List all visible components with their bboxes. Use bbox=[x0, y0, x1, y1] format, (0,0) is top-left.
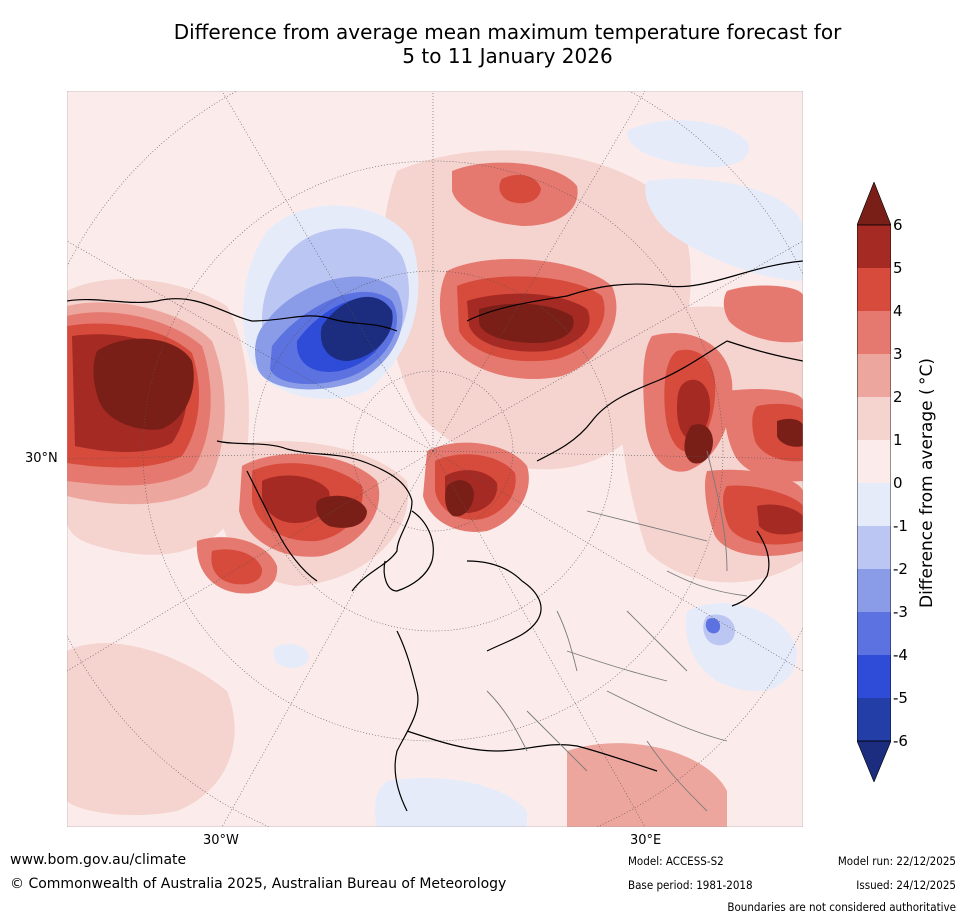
colorbar-segment-1_2 bbox=[857, 397, 891, 440]
warm-china-6 bbox=[757, 504, 803, 535]
footer-model: Model: ACCESS-S2 bbox=[628, 854, 724, 868]
colorbar-segment-m2_m1 bbox=[857, 526, 891, 569]
colorbar-tick-label: 0 bbox=[893, 474, 903, 492]
footer-base-period: Base period: 1981-2018 bbox=[628, 878, 753, 892]
lon-30e-label: 30°E bbox=[630, 833, 662, 848]
coast-asia-east bbox=[726, 340, 803, 362]
colorbar-segment-m6_m5 bbox=[857, 698, 891, 741]
cold-region-east-broad bbox=[645, 178, 803, 281]
warm-canada-6 bbox=[262, 475, 330, 523]
colorbar-tick-label: 5 bbox=[893, 259, 903, 277]
colorbar-segment-5_6 bbox=[857, 225, 891, 268]
colorbar bbox=[856, 181, 892, 783]
colorbar-tick-label: -4 bbox=[893, 646, 908, 664]
footer-website: www.bom.gov.au/climate bbox=[10, 852, 187, 868]
warm-atlantic-sw-core bbox=[211, 549, 263, 585]
title-line-2: 5 to 11 January 2026 bbox=[402, 44, 613, 68]
forecast-map bbox=[67, 91, 803, 827]
colorbar-tick-label: 3 bbox=[893, 345, 903, 363]
colorbar-segment-m4_m3 bbox=[857, 612, 891, 655]
cold-spot-atlantic bbox=[273, 644, 309, 668]
coast-alaska-canada bbox=[67, 298, 398, 332]
colorbar-tick-label: 2 bbox=[893, 388, 903, 406]
cold-core-max bbox=[320, 296, 393, 361]
warm-siberia-max bbox=[684, 424, 713, 464]
coast-europe-west bbox=[394, 630, 419, 812]
colorbar-segment-4_5 bbox=[857, 268, 891, 311]
colorbar-segment-0_1 bbox=[857, 440, 891, 483]
cold-spot-asia-center bbox=[705, 618, 721, 634]
colorbar-segment-3_4 bbox=[857, 311, 891, 354]
colorbar-tick-label: -2 bbox=[893, 560, 908, 578]
warm-canada-max bbox=[316, 495, 367, 528]
cold-region-siberia-small bbox=[627, 120, 749, 168]
footer-issued: Issued: 24/12/2025 bbox=[856, 878, 956, 892]
colorbar-tick-label: -3 bbox=[893, 603, 908, 621]
coast-scandinavia bbox=[466, 560, 542, 652]
coast-canada-north bbox=[216, 440, 413, 592]
footer-model-run: Model run: 22/12/2025 bbox=[837, 854, 956, 868]
colorbar-segment-m5_m4 bbox=[857, 655, 891, 698]
warm-arctic-max bbox=[479, 303, 574, 343]
colorbar-tick-label: 6 bbox=[893, 216, 903, 234]
coast-hudson bbox=[246, 470, 318, 582]
chart-title: Difference from average mean maximum tem… bbox=[40, 20, 965, 68]
warm-east-asia-max bbox=[777, 418, 803, 447]
coast-japan bbox=[731, 530, 770, 607]
warm-region-south bbox=[567, 743, 727, 827]
colorbar-tick-label: -1 bbox=[893, 517, 908, 535]
coast-siberia bbox=[466, 260, 803, 322]
warm-region-southwest bbox=[67, 643, 235, 816]
lat-30n-label: 30°N bbox=[25, 451, 58, 466]
footer-disclaimer: Boundaries are not considered authoritat… bbox=[727, 900, 956, 914]
warm-pacific-max bbox=[93, 338, 194, 430]
coastlines bbox=[67, 260, 803, 812]
colorbar-label: Difference from average ( °C) bbox=[917, 357, 937, 609]
colorbar-segment-m3_m2 bbox=[857, 569, 891, 612]
coast-mediterranean bbox=[406, 730, 658, 772]
colorbar-tick-label: -6 bbox=[893, 732, 908, 750]
anomaly-contours bbox=[67, 120, 803, 827]
colorbar-extend-low bbox=[856, 740, 892, 783]
warm-north-cell-5 bbox=[499, 174, 541, 204]
warm-asia-north-3 bbox=[723, 285, 803, 343]
lon-30w-label: 30°W bbox=[203, 833, 239, 848]
warm-siberia-6 bbox=[677, 379, 711, 440]
colorbar-tick-label: -5 bbox=[893, 689, 908, 707]
colorbar-segment-2_3 bbox=[857, 354, 891, 397]
graticule bbox=[67, 91, 803, 827]
country-boundaries bbox=[486, 450, 748, 812]
colorbar-tick-label: 1 bbox=[893, 431, 903, 449]
cold-region-mediterranean bbox=[374, 777, 527, 827]
title-line-1: Difference from average mean maximum tem… bbox=[173, 20, 842, 44]
coast-russia-north bbox=[536, 340, 728, 462]
footer-copyright: © Commonwealth of Australia 2025, Austra… bbox=[10, 876, 507, 892]
colorbar-tick-label: 4 bbox=[893, 302, 903, 320]
colorbar-extend-high bbox=[856, 181, 892, 226]
coast-greenland bbox=[383, 510, 434, 592]
colorbar-segment-m1_0 bbox=[857, 483, 891, 526]
